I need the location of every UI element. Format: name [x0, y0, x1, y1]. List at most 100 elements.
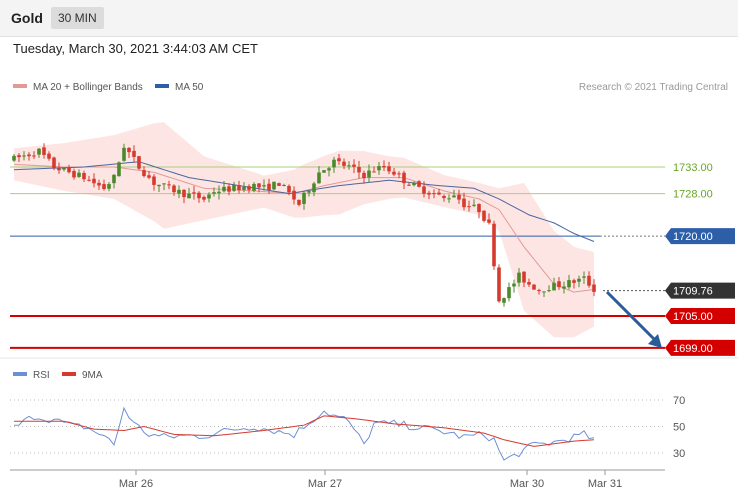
candle-body — [192, 192, 196, 194]
candle-body — [322, 170, 326, 173]
candle-body — [422, 186, 426, 194]
candle-body — [142, 170, 146, 177]
candle-body — [112, 174, 116, 184]
candle-body — [582, 276, 586, 278]
candle-body — [262, 185, 266, 187]
candle-body — [467, 206, 471, 208]
candle-body — [377, 166, 381, 171]
candle-body — [52, 157, 56, 169]
candle-body — [557, 281, 561, 288]
candle-body — [62, 167, 66, 170]
rsi-ma-legend-label: 9MA — [82, 370, 103, 381]
candle-body — [102, 184, 106, 190]
forecast-arrow-shaft — [605, 290, 657, 342]
level-label-box — [665, 339, 735, 356]
candle-body — [482, 210, 486, 221]
candle-body — [492, 223, 496, 267]
forecast-arrow-head — [648, 334, 662, 348]
level-label-box — [665, 282, 735, 299]
candle-body — [312, 183, 316, 193]
candle-body — [432, 193, 436, 195]
candle-body — [197, 192, 201, 199]
candle-body — [397, 173, 401, 175]
candle-body — [122, 147, 126, 161]
x-tick-label: Mar 30 — [510, 478, 544, 490]
candle-body — [82, 173, 86, 180]
candle-body — [517, 272, 521, 283]
candle-body — [172, 185, 176, 193]
candle-body — [367, 170, 371, 178]
candle-body — [272, 181, 276, 190]
candle-body — [152, 176, 156, 185]
timeframe-button[interactable]: 30 MIN — [51, 7, 104, 29]
candle-body — [187, 193, 191, 199]
rsi-tick-label: 50 — [673, 422, 685, 434]
candle-body — [447, 198, 451, 200]
candle-body — [562, 286, 566, 289]
ma50-line — [13, 161, 595, 242]
candle-body — [137, 156, 141, 169]
rsi-ma-legend-swatch — [62, 372, 76, 376]
bollinger-bands — [14, 122, 594, 338]
candle-body — [527, 282, 531, 285]
ma50-legend-label: MA 50 — [175, 82, 204, 93]
moving-averages — [13, 161, 595, 293]
rsi-tick-label: 30 — [673, 448, 685, 460]
candle-body — [27, 154, 31, 157]
candle-body — [147, 175, 151, 178]
candle-body — [247, 186, 251, 190]
level-label-last: 1709.76 — [673, 286, 713, 298]
candle-body — [572, 280, 576, 283]
candle-body — [182, 189, 186, 198]
candle-body — [382, 165, 386, 168]
candle-body — [462, 198, 466, 208]
candle-body — [402, 172, 406, 184]
x-tick-label: Mar 27 — [308, 478, 342, 490]
candle-body — [67, 167, 71, 173]
candle-body — [497, 267, 501, 302]
candle-body — [502, 298, 506, 303]
x-axis-ticks: Mar 26 Mar 27 Mar 30 Mar 31 — [119, 470, 622, 490]
candle-body — [412, 182, 416, 186]
candle-body — [87, 179, 91, 181]
rsi-legend-swatch — [13, 372, 27, 376]
candle-body — [162, 183, 166, 185]
candle-body — [297, 199, 301, 205]
candle-body — [362, 172, 366, 179]
level-label-pivot: 1720.00 — [673, 231, 713, 243]
x-tick-label: Mar 31 — [588, 478, 622, 490]
candle-body — [437, 192, 441, 195]
candle-body — [342, 161, 346, 166]
candle-body — [537, 290, 541, 292]
candle-body — [287, 185, 291, 193]
candle-body — [357, 166, 361, 173]
candle-body — [392, 171, 396, 175]
candle-body — [592, 284, 596, 292]
candle-body — [542, 291, 546, 293]
candle-body — [72, 170, 76, 178]
candle-body — [522, 271, 526, 283]
candles — [12, 143, 596, 307]
candle-body — [77, 172, 81, 177]
candle-body — [97, 182, 101, 186]
candle-body — [457, 194, 461, 200]
level-label-resistance: 1728.00 — [673, 189, 713, 201]
rsi-tick-label: 70 — [673, 395, 685, 407]
candle-body — [37, 148, 41, 155]
candle-body — [317, 172, 321, 184]
candle-body — [252, 183, 256, 191]
candle-body — [237, 185, 241, 191]
ma50-legend-swatch — [155, 84, 169, 88]
candle-body — [17, 155, 21, 158]
candle-body — [472, 204, 476, 206]
candle-body — [277, 183, 281, 186]
candle-body — [42, 147, 46, 155]
candle-body — [232, 184, 236, 191]
candle-body — [512, 283, 516, 287]
level-label-support: 1705.00 — [673, 311, 713, 323]
candle-body — [257, 183, 261, 188]
candle-body — [337, 158, 341, 162]
candle-body — [282, 184, 286, 186]
candle-body — [107, 184, 111, 189]
